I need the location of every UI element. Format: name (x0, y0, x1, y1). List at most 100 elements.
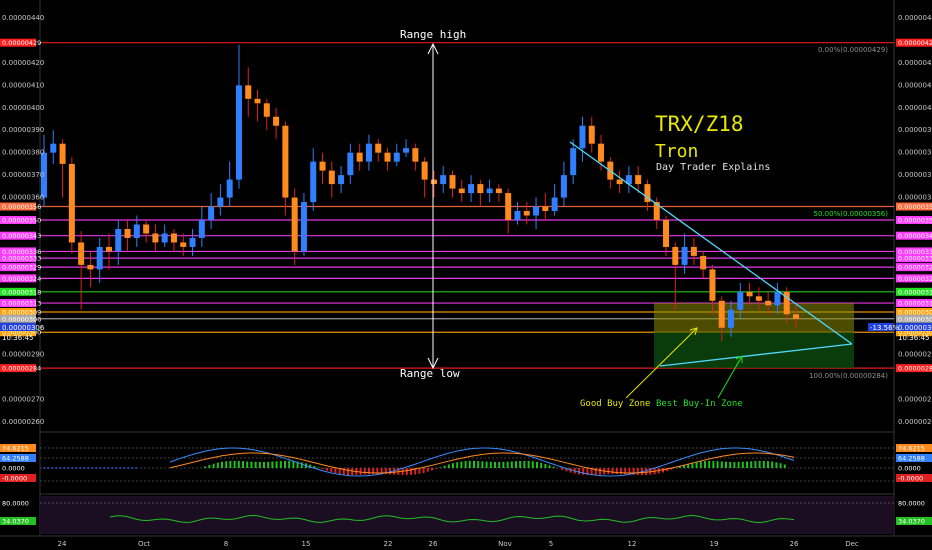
macd-histogram-bar (258, 461, 261, 468)
macd-histogram-bar (439, 467, 442, 468)
rsi-tag (896, 517, 932, 525)
candle-body (254, 98, 261, 104)
level-tag-text: 0.00000329 (2, 264, 41, 272)
macd-dot (79, 467, 81, 469)
candle-body (514, 211, 521, 220)
macd-histogram-bar (746, 461, 748, 468)
macd-dot (135, 467, 137, 469)
level-tag (0, 263, 36, 272)
right-countdown: 10:36:45 (898, 334, 929, 342)
y-tick-label: 0.00000260 (898, 418, 932, 426)
macd-dot (51, 467, 53, 469)
macd-histogram-bar (368, 468, 370, 475)
candle-body (440, 175, 447, 185)
macd-signal-line (169, 452, 795, 474)
y-tick-label: 0.00000370 (898, 171, 932, 179)
macd-dot (67, 467, 69, 469)
macd-histogram-bar (485, 461, 488, 468)
level-tag-text: 0.00000318 (898, 288, 932, 296)
macd-tag-text: 0.0000 (898, 465, 921, 473)
macd-histogram-bar (578, 468, 580, 475)
macd-histogram-bar (519, 460, 522, 468)
rsi-tag-text: 34.0370 (898, 518, 925, 526)
macd-histogram-bar (767, 461, 769, 468)
level-tag-text: 0.00000350 (2, 217, 41, 225)
range-high-label: Range high (400, 28, 466, 41)
candle-body (551, 197, 558, 212)
macd-histogram-bar (489, 461, 492, 468)
level-tag (0, 364, 36, 373)
macd-histogram-bar (523, 460, 526, 468)
macd-histogram-bar (548, 465, 551, 468)
level-tag-text: 0.00000356 (2, 203, 41, 211)
level-tag-text: 0.00000306 (2, 315, 41, 323)
macd-histogram-bar (237, 460, 240, 468)
candle-body (728, 309, 735, 328)
macd-histogram-bar (380, 468, 383, 475)
trend-lines (569, 141, 853, 367)
candle-body (356, 152, 363, 162)
left-countdown: 10:36:45 (2, 334, 33, 342)
good-buy-arrow (625, 327, 698, 399)
macd-histogram-bar (384, 468, 387, 475)
macd-histogram-bar (552, 466, 555, 468)
y-tick-label: 0.00000420 (898, 59, 932, 67)
candle-body (208, 206, 215, 220)
candle-body (310, 161, 317, 203)
macd-tag (0, 454, 36, 462)
level-tag-text: 0.00000333 (898, 255, 932, 263)
macd-histogram-bar (279, 461, 282, 468)
macd-histogram-bar (347, 468, 349, 476)
macd-dot (91, 467, 93, 469)
macd-dot (123, 467, 125, 469)
rsi-tag-text: 80.0000 (2, 500, 29, 508)
candle-body (50, 143, 57, 153)
macd-dot (131, 467, 133, 469)
macd-tag-text: 64.2588 (2, 455, 29, 463)
macd-histogram-bar (716, 461, 719, 468)
y-tick-label: 0.00000400 (2, 104, 44, 112)
candle-body (523, 211, 530, 216)
macd-histogram-bar (431, 468, 433, 471)
rsi-tag (896, 499, 932, 507)
y-tick-label: 0.00000270 (2, 396, 44, 404)
macd-histogram-bar (418, 468, 421, 474)
macd-histogram-bar (464, 461, 467, 468)
candle-body (198, 220, 205, 238)
right-price-tag (896, 323, 932, 331)
macd-histogram-bar (468, 460, 471, 468)
candle-body (458, 188, 465, 194)
macd-histogram-bar (296, 461, 299, 468)
x-tick-label: 24 (58, 540, 67, 548)
candle-body (189, 237, 196, 247)
macd-histogram-bar (414, 468, 417, 475)
candle-body (161, 233, 168, 243)
macd-histogram-bar (754, 461, 757, 468)
macd-histogram-bar (620, 468, 622, 475)
macd-histogram-bar (212, 463, 215, 468)
level-tag-text: 0.00000343 (2, 232, 41, 240)
macd-histogram-bar (498, 461, 501, 468)
macd-tag-text: 74.6215 (2, 445, 29, 453)
range-arrow-head-down (427, 357, 439, 370)
macd-dot (103, 467, 105, 469)
candle-body (78, 242, 85, 265)
macd-histogram-bar (741, 461, 744, 468)
macd-histogram-bar (733, 461, 736, 468)
candle-body (152, 233, 159, 243)
y-tick-label: 0.00000360 (898, 194, 932, 202)
level-tag-text: 0.00000300 (898, 329, 932, 337)
level-tag (0, 287, 36, 296)
candle-body (291, 197, 298, 252)
candle-body (403, 148, 410, 153)
macd-dot (47, 467, 49, 469)
level-tag (896, 38, 932, 47)
best-buy-arrow-head (735, 355, 743, 363)
level-tag (0, 38, 36, 47)
macd-histogram-bar (636, 468, 639, 475)
macd-histogram-bar (704, 460, 706, 468)
x-tick-label: 26 (790, 540, 799, 548)
macd-histogram-bar (275, 461, 278, 468)
